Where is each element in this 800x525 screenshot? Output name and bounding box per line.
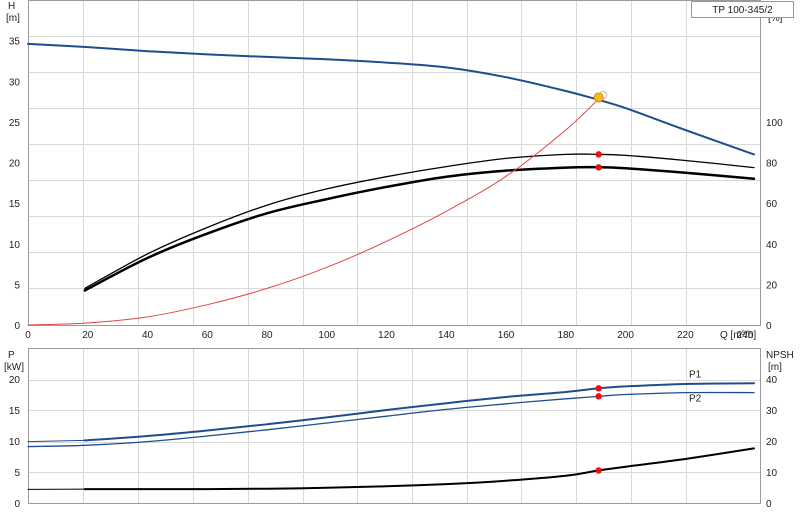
y-axis-title-left: H [8,1,15,12]
series-label-p1: P1 [689,369,702,380]
duty-point-dot [595,164,601,170]
x-tick-label: 60 [202,330,214,341]
y-axis-unit-left: [m] [6,13,20,24]
x-tick-label: 0 [25,330,31,341]
y-tick-label-right: 10 [766,468,778,479]
system-curve [28,96,602,325]
y-axis-unit-right: [m] [768,362,782,373]
npsh-curve [85,448,754,489]
duty-point-dot [595,467,601,473]
y-tick-label-left: 35 [9,37,21,48]
y-tick-label-right: 40 [766,240,778,251]
efficiency-curve-thick [85,167,754,290]
y-tick-label-right: 0 [766,499,772,510]
y-tick-label-left: 15 [9,199,21,210]
pump-model-label: TP 100-345/2 [691,1,794,18]
y-tick-label-left: 15 [9,406,21,417]
duty-point-dot [595,393,601,399]
y-tick-label-left: 20 [9,375,21,386]
y-tick-label-right: 100 [766,118,783,129]
y-tick-label-left: 0 [14,321,20,332]
x-axis-title: Q [m³/h] [720,330,756,341]
y-tick-label-left: 10 [9,437,21,448]
y-tick-label-right: 0 [766,321,772,332]
y-tick-label-right: 40 [766,375,778,386]
y-tick-label-right: 60 [766,199,778,210]
x-tick-label: 140 [438,330,455,341]
y-tick-label-left: 25 [9,118,21,129]
y-tick-label-left: 5 [14,280,20,291]
p2-curve [28,392,754,446]
p1-curve-extension [28,440,85,441]
x-tick-label: 40 [142,330,154,341]
x-tick-label: 200 [617,330,634,341]
y-tick-label-left: 5 [14,468,20,479]
efficiency-curve-thin [85,154,754,288]
x-tick-label: 180 [557,330,574,341]
y-tick-label-left: 10 [9,240,21,251]
y-axis-title-right: NPSH [766,350,794,361]
duty-point-dot [595,151,601,157]
x-tick-label: 80 [261,330,273,341]
y-axis-title-left: P [8,350,15,361]
duty-point-marker [594,93,603,102]
y-tick-label-right: 20 [766,280,778,291]
series-label-p2: P2 [689,394,702,405]
duty-point-dot [595,385,601,391]
y-tick-label-right: 20 [766,437,778,448]
x-tick-label: 20 [82,330,94,341]
y-tick-label-left: 30 [9,77,21,88]
y-tick-label-left: 20 [9,159,21,170]
y-tick-label-left: 0 [14,499,20,510]
y-axis-unit-left: [kW] [4,362,24,373]
x-tick-label: 220 [677,330,694,341]
y-tick-label-right: 30 [766,406,778,417]
x-tick-label: 120 [378,330,395,341]
x-tick-label: 160 [498,330,515,341]
y-tick-label-right: 80 [766,159,778,170]
head-curve [28,44,754,154]
x-tick-label: 100 [318,330,335,341]
